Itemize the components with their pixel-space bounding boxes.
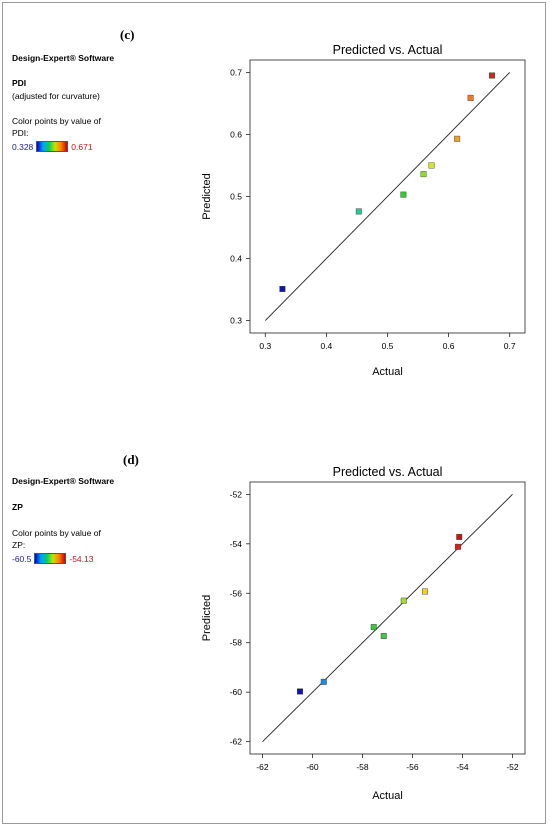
- y-tick-label: -54: [230, 539, 243, 549]
- adjusted-note: (adjusted for curvature): [12, 91, 100, 101]
- x-tick-label: 0.6: [443, 341, 455, 351]
- data-point: [428, 162, 435, 169]
- x-tick-label: -52: [506, 762, 519, 772]
- x-tick-label: 0.3: [259, 341, 271, 351]
- color-min-value: 0.328: [12, 141, 34, 152]
- y-tick-label: 0.4: [230, 254, 242, 264]
- x-axis-label: Actual: [372, 366, 403, 378]
- x-tick-label: -54: [456, 762, 469, 772]
- y-tick-label: -52: [230, 489, 243, 499]
- x-tick-label: 0.7: [504, 341, 516, 351]
- response-label: ZP: [12, 502, 23, 512]
- data-point: [297, 688, 303, 695]
- pred-vs-actual-chart-c: Predicted vs. Actual 0.3 0.4 0.5 0.6 0.7 0.3 0.…: [201, 43, 526, 378]
- data-point: [420, 171, 427, 178]
- panel-label: (d): [123, 452, 139, 467]
- chart-title: Predicted vs. Actual: [333, 465, 443, 479]
- software-label: Design-Expert® Software: [12, 476, 115, 486]
- y-axis-label: Predicted: [201, 173, 213, 219]
- y-axis-label: Predicted: [201, 595, 213, 641]
- data-point: [400, 191, 407, 198]
- x-tick-label: 0.4: [320, 341, 332, 351]
- y-tick-label: 0.6: [230, 129, 242, 139]
- x-tick-label: -56: [406, 762, 419, 772]
- chart-title: Predicted vs. Actual: [333, 43, 443, 57]
- panel-d: (d) Design-Expert® Software ZP Color poi…: [0, 414, 550, 828]
- x-tick-label: 0.5: [382, 341, 394, 351]
- data-point: [455, 543, 461, 550]
- response-label: PDI: [12, 78, 27, 88]
- data-point: [279, 285, 286, 292]
- panel-c: (c) Design-Expert® Software PDI (adjuste…: [12, 27, 526, 378]
- y-tick-label: 0.3: [230, 316, 242, 326]
- color-max-value: -54.13: [69, 553, 94, 564]
- pred-vs-actual-chart-d: Predicted vs. Actual -62 -60 -58 -56 -54 -52 -6…: [201, 465, 526, 802]
- color-bar: [36, 141, 69, 152]
- data-point: [320, 678, 327, 685]
- data-point: [454, 135, 461, 142]
- color-scale: -60.5 -54.13: [12, 553, 93, 564]
- color-bar: [34, 553, 67, 564]
- data-point: [422, 588, 428, 595]
- data-point: [400, 597, 407, 604]
- color-min-value: -60.5: [12, 553, 32, 564]
- data-point: [489, 72, 495, 79]
- data-point: [380, 633, 387, 640]
- software-label: Design-Expert® Software: [12, 53, 115, 63]
- y-tick-label: -56: [230, 588, 243, 598]
- data-point: [456, 533, 463, 540]
- panel-label: (c): [120, 27, 135, 42]
- color-note: Color points by value of PDI:: [12, 115, 101, 139]
- color-scale: 0.328 0.671: [12, 141, 93, 152]
- color-note-line1: Color points by value of: [12, 116, 101, 126]
- reference-line: [262, 494, 513, 742]
- x-tick-label: -62: [256, 762, 269, 772]
- y-tick-label: 0.7: [230, 67, 242, 77]
- data-point: [370, 624, 377, 631]
- data-point: [467, 94, 474, 101]
- x-axis-label: Actual: [372, 790, 403, 802]
- x-tick-label: -58: [356, 762, 369, 772]
- y-tick-label: -58: [230, 638, 243, 648]
- data-point: [355, 208, 362, 215]
- y-tick-label: -62: [230, 737, 243, 747]
- color-note-line2: PDI:: [12, 128, 29, 138]
- y-tick-label: -60: [230, 687, 243, 697]
- plot-frame: [249, 481, 526, 755]
- color-note: Color points by value of ZP:: [12, 527, 101, 551]
- x-tick-label: -60: [306, 762, 319, 772]
- color-note-line2: ZP:: [12, 540, 26, 550]
- reference-line: [264, 72, 511, 321]
- y-tick-label: 0.5: [230, 192, 242, 202]
- color-note-line1: Color points by value of: [12, 528, 101, 538]
- color-max-value: 0.671: [71, 141, 93, 152]
